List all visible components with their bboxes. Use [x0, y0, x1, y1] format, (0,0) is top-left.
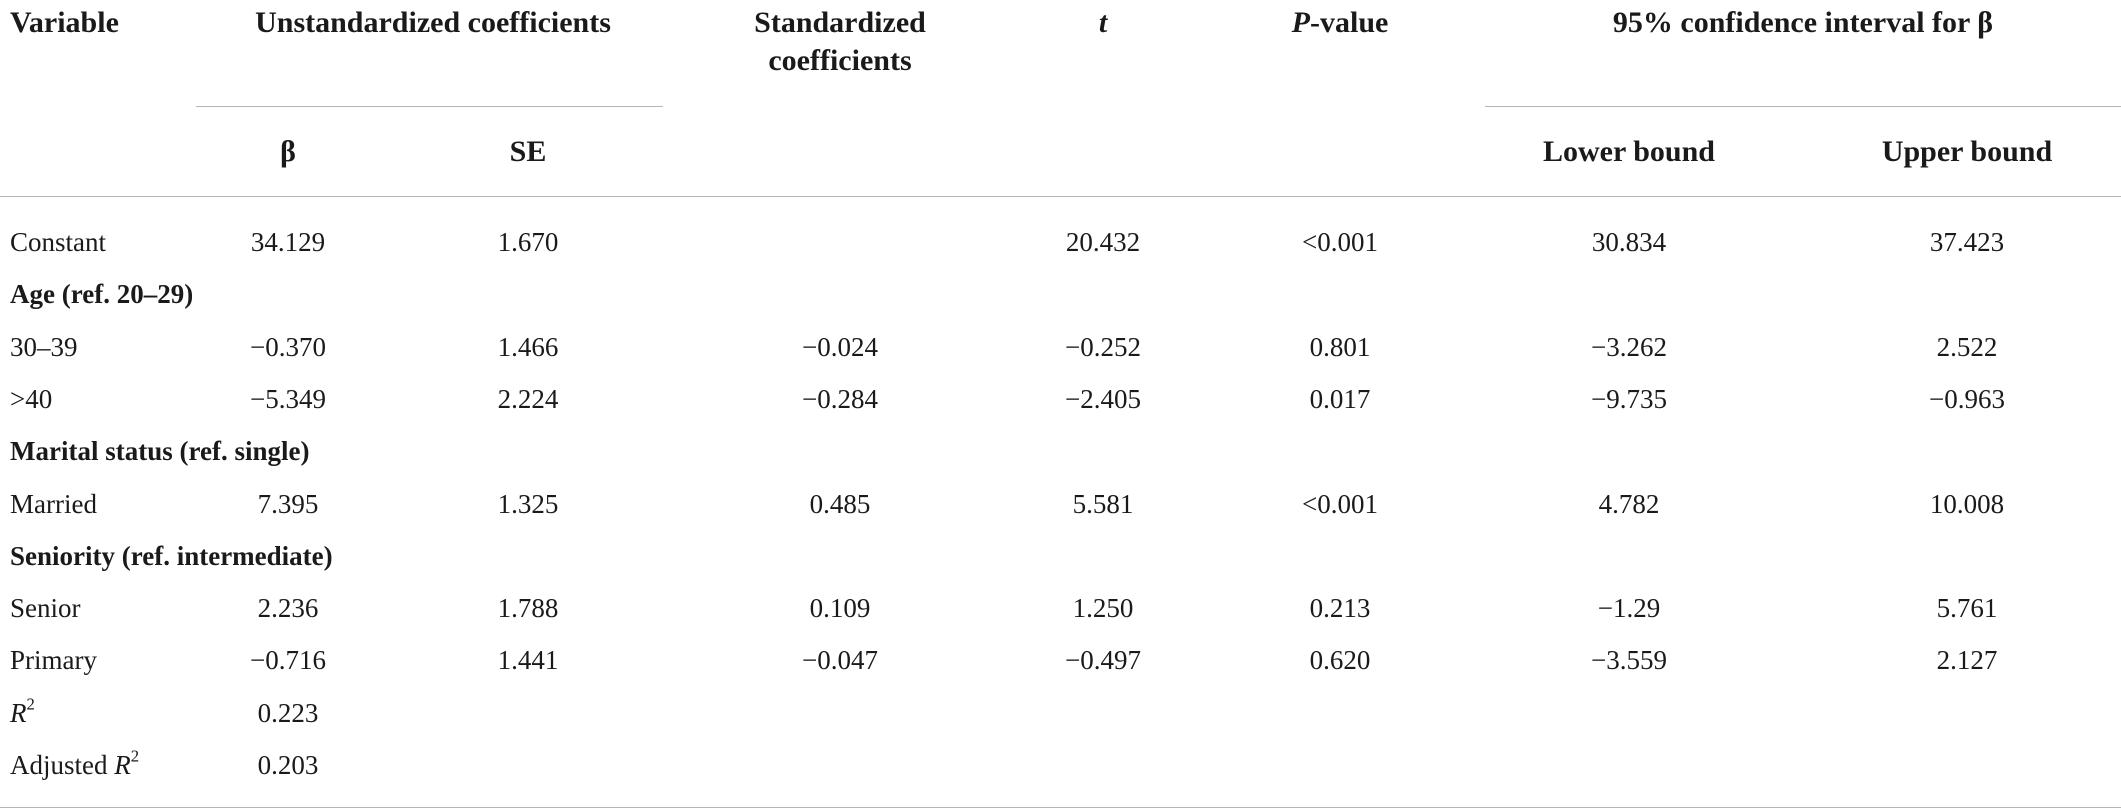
cell: 0.213 — [1309, 593, 1371, 624]
text-part: Adjusted — [10, 750, 115, 780]
text-part: R — [10, 697, 27, 728]
text-part: Age (ref. 20–29) — [10, 279, 194, 310]
cell: −9.735 — [1591, 383, 1667, 414]
cell: −0.963 — [1929, 383, 2005, 414]
sub-header: β — [280, 135, 296, 168]
cell: 2.522 — [1936, 331, 1998, 362]
cell: 1.325 — [497, 488, 559, 519]
row-label: Primary — [10, 642, 97, 678]
cell: 1.670 — [497, 227, 559, 257]
cell: 4.782 — [1598, 488, 1660, 519]
cell: 0.203 — [257, 750, 319, 780]
column-header: P-value — [1240, 4, 1440, 42]
header-rule — [0, 196, 2121, 197]
cell: 2.236 — [257, 593, 319, 624]
cell: 1.788 — [497, 593, 559, 624]
cell: 0.801 — [1309, 331, 1371, 362]
cell: 0.620 — [1309, 645, 1371, 676]
row-label: Senior — [10, 590, 81, 626]
row-label: Adjusted R2 — [10, 747, 139, 783]
cell: 0.109 — [809, 593, 871, 624]
text-part: Married — [10, 488, 97, 519]
cell: 5.581 — [1072, 488, 1134, 519]
column-header: Standardized coefficients — [710, 4, 970, 80]
text-part: 95% confidence interval for β — [1612, 6, 1994, 39]
text-part: Unstandardized coefficients — [255, 6, 611, 39]
cell: −0.047 — [802, 645, 878, 676]
cell: −0.497 — [1065, 645, 1141, 676]
row-label: 30–39 — [10, 329, 78, 365]
group-label: Seniority (ref. intermediate) — [10, 538, 333, 574]
text-part: >40 — [10, 383, 53, 414]
text-part: Variable — [10, 6, 119, 39]
row-label: Married — [10, 486, 97, 522]
cell: 34.129 — [250, 227, 326, 257]
text-part: Constant — [10, 227, 107, 257]
cell: −0.370 — [250, 331, 326, 362]
cell: 1.441 — [497, 645, 559, 676]
header-rule — [1485, 106, 2121, 107]
superscript: 2 — [26, 694, 35, 714]
group-label: Age (ref. 20–29) — [10, 276, 193, 312]
cell: 20.432 — [1065, 227, 1141, 257]
text-part: Primary — [10, 645, 97, 676]
cell: −2.405 — [1065, 383, 1141, 414]
cell: 0.017 — [1309, 383, 1371, 414]
cell: 1.466 — [497, 331, 559, 362]
cell: 0.485 — [809, 488, 871, 519]
cell: −0.252 — [1065, 331, 1141, 362]
cell: −3.262 — [1591, 331, 1667, 362]
cell: 30.834 — [1591, 227, 1667, 257]
sub-header: Upper bound — [1881, 135, 2053, 168]
text-part: 30–39 — [10, 331, 78, 362]
column-header: 95% confidence interval for β — [1483, 4, 2121, 42]
text-part: -value — [1310, 6, 1389, 39]
cell: −1.29 — [1597, 593, 1661, 624]
text-part: Senior — [10, 593, 81, 624]
cell: 2.224 — [497, 383, 559, 414]
cell: <0.001 — [1302, 227, 1378, 257]
text-part: P — [1291, 6, 1310, 39]
sub-header: Lower bound — [1542, 135, 1715, 168]
text-part: Seniority (ref. intermediate) — [10, 540, 333, 571]
cell: 37.423 — [1929, 227, 2005, 257]
row-label: >40 — [10, 381, 52, 417]
cell: 1.250 — [1072, 593, 1134, 624]
cell: −0.024 — [802, 331, 878, 362]
cell: 2.127 — [1936, 645, 1998, 676]
cell: <0.001 — [1302, 488, 1378, 519]
column-header: Unstandardized coefficients — [153, 4, 713, 42]
text-part: Marital status (ref. single) — [10, 436, 310, 467]
cell: −0.284 — [802, 383, 878, 414]
cell: 10.008 — [1929, 488, 2005, 519]
group-label: Marital status (ref. single) — [10, 433, 309, 469]
row-label: Constant — [10, 224, 106, 260]
cell: −0.716 — [250, 645, 326, 676]
sub-header: SE — [509, 135, 547, 168]
cell: 7.395 — [257, 488, 319, 519]
bottom-rule — [0, 807, 2121, 808]
text-part: Standardized coefficients — [754, 6, 926, 77]
row-label: R2 — [10, 695, 35, 731]
text-part: t — [1098, 6, 1108, 39]
column-header: t — [1043, 4, 1163, 42]
cell: −5.349 — [250, 383, 326, 414]
text-part: R — [114, 750, 131, 780]
cell: −3.559 — [1591, 645, 1667, 676]
superscript: 2 — [130, 746, 140, 766]
cell: 5.761 — [1936, 593, 1998, 624]
header-rule — [196, 106, 663, 107]
cell: 0.223 — [257, 697, 319, 728]
column-header: Variable — [10, 4, 119, 42]
